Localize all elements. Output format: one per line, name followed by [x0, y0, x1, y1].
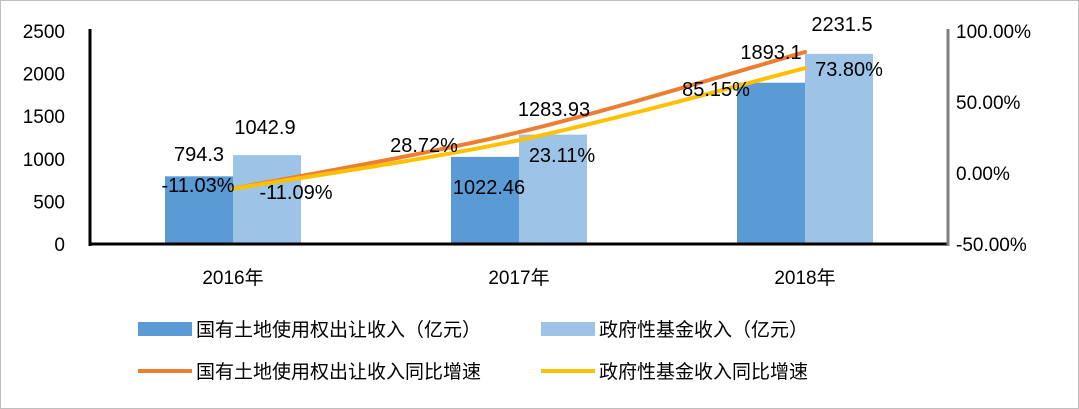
y-right-tick-1: -50.00%	[956, 235, 1027, 256]
legend-swatch-2	[541, 322, 595, 336]
bar-2-3	[805, 53, 873, 244]
bar-label-1-1: 794.3	[174, 144, 224, 166]
bar-label-2-3: 2231.5	[811, 14, 872, 36]
y-right-tick-3: 50.00%	[956, 93, 1021, 114]
bar-2-1	[233, 155, 301, 244]
y-right-tick-4: 100.00%	[956, 22, 1031, 43]
bar-label-2-1: 1042.9	[234, 117, 295, 139]
y-left-tick-3: 1000	[23, 150, 65, 171]
y-left-tick-4: 1500	[23, 107, 65, 128]
bar-label-2-2: 1283.93	[518, 99, 590, 121]
line-series-2	[231, 66, 807, 191]
y-right-tick-2: 0.00%	[956, 164, 1010, 185]
y-left-tick-2: 500	[33, 192, 65, 213]
legend-label-1: 国有土地使用权出让收入（亿元）	[196, 319, 481, 341]
legend-label-3: 国有土地使用权出让收入同比增速	[196, 361, 481, 383]
line-label-2-2: 23.11%	[529, 145, 596, 167]
legend-label-2: 政府性基金收入（亿元）	[599, 319, 808, 341]
bar-label-1-2: 1022.46	[453, 177, 525, 199]
y-left-tick-6: 2500	[23, 22, 65, 43]
bar-1-2	[451, 156, 519, 244]
line-label-1-2: 28.72%	[390, 135, 458, 157]
bar-1-3	[737, 82, 805, 244]
x-tick-3: 2018年	[774, 267, 835, 289]
line-label-1-3: 85.15%	[682, 79, 750, 101]
line-label-1-1: -11.03%	[161, 175, 234, 197]
x-tick-1: 2016年	[202, 267, 263, 289]
bar-1-1	[165, 176, 233, 244]
bar-2-2	[519, 134, 587, 244]
legend-label-4: 政府性基金收入同比增速	[599, 361, 808, 383]
x-tick-2: 2017年	[488, 267, 549, 289]
bar-label-1-3: 1893.1	[740, 42, 801, 64]
legend-swatch-1	[138, 322, 192, 336]
line-label-2-1: -11.09%	[259, 182, 332, 204]
line-label-2-3: 73.80%	[815, 59, 883, 81]
y-left-tick-5: 2000	[23, 65, 65, 86]
y-left-tick-1: 0	[54, 235, 65, 256]
